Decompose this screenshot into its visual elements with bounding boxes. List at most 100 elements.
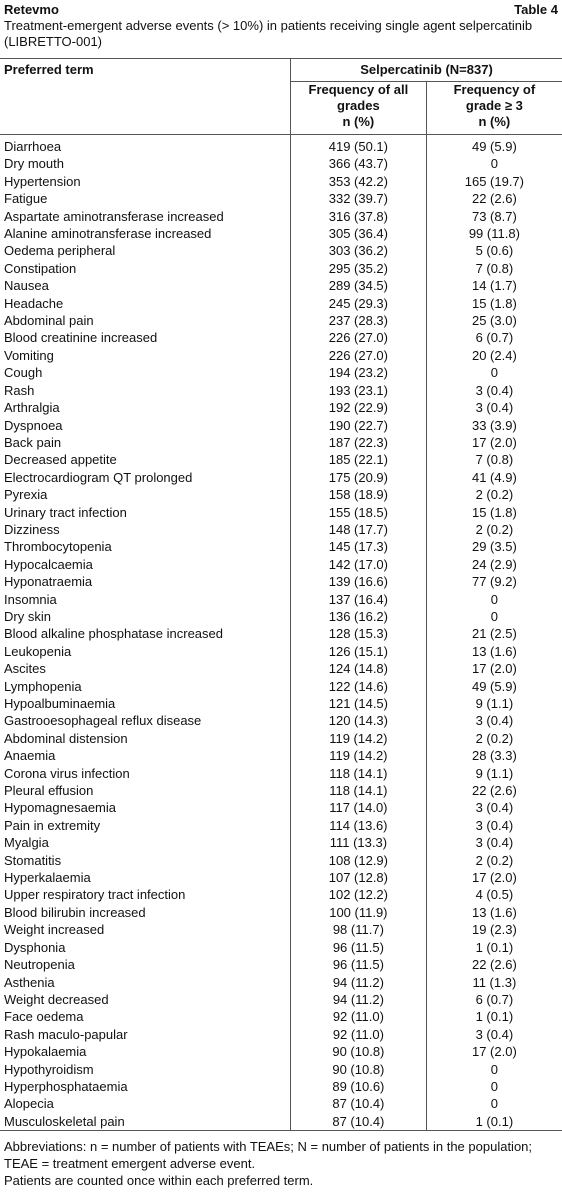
all-grades-cell: 102 (12.2) xyxy=(290,886,427,904)
all-grades-cell: 107 (12.8) xyxy=(290,869,427,887)
term-cell: Nausea xyxy=(4,278,49,294)
term-cell: Headache xyxy=(4,295,64,311)
table-row: Hyperkalaemia 107 (12.8) 17 (2.0) xyxy=(0,869,562,887)
table-row: Electrocardiogram QT prolonged 175 (20.9)… xyxy=(0,468,562,487)
table-row: Hyperphosphataemia 89 (10.6) 0 xyxy=(0,1077,562,1096)
grade3-cell: 1 (0.1) xyxy=(425,938,562,957)
table-row: Rash maculo-papular 92 (11.0) 3 (0.4) xyxy=(0,1025,562,1044)
table-row: Constipation 295 (35.2) 7 (0.8) xyxy=(0,259,562,278)
all-grades-cell: 87 (10.4) xyxy=(290,1112,427,1132)
table-row: Neutropenia 96 (11.5) 22 (2.6) xyxy=(0,956,562,974)
term-cell: Lymphopenia xyxy=(4,678,82,694)
term-cell: Hypertension xyxy=(4,173,81,189)
grade3-cell: 4 (0.5) xyxy=(425,886,562,904)
footnote: Patients are counted once within each pr… xyxy=(4,1173,314,1188)
grade3-cell: 3 (0.4) xyxy=(425,799,562,817)
all-grades-cell: 120 (14.3) xyxy=(290,712,427,730)
term-cell: Alanine aminotransferase increased xyxy=(4,226,212,242)
all-grades-cell: 190 (22.7) xyxy=(290,416,427,434)
table-row: Hypothyroidism 90 (10.8) 0 xyxy=(0,1060,562,1078)
term-cell: Rash maculo-papular xyxy=(4,1026,128,1042)
term-cell: Stomatitis xyxy=(4,852,62,868)
grade3-cell: 24 (2.9) xyxy=(425,555,562,574)
term-cell: Pain in extremity xyxy=(4,817,101,833)
term-cell: Hypoalbuminaemia xyxy=(4,696,116,711)
term-cell: Cough xyxy=(4,365,43,381)
grade3-cell: 3 (0.4) xyxy=(425,712,562,730)
grade3-cell: 99 (11.8) xyxy=(425,225,562,243)
table-row: Asthenia 94 (11.2) 11 (1.3) xyxy=(0,973,562,991)
all-grades-cell: 96 (11.5) xyxy=(290,938,427,957)
grade3-cell: 15 (1.8) xyxy=(425,294,562,313)
grade3-cell: 3 (0.4) xyxy=(425,399,562,417)
table-row: Dysphonia 96 (11.5) 1 (0.1) xyxy=(0,938,562,957)
grade3-cell: 73 (8.7) xyxy=(425,207,562,226)
term-cell: Diarrhoea xyxy=(4,139,62,154)
term-cell: Decreased appetite xyxy=(4,452,117,468)
grade3-cell: 5 (0.6) xyxy=(425,242,562,260)
table-row: Rash 193 (23.1) 3 (0.4) xyxy=(0,381,562,400)
table-row: Alanine aminotransferase increased 305 (3… xyxy=(0,225,562,243)
table-row: Diarrhoea 419 (50.1) 49 (5.9) xyxy=(0,134,562,156)
header-line: grade ≥ 3 xyxy=(465,98,523,113)
all-grades-cell: 118 (14.1) xyxy=(290,782,427,800)
grade3-cell: 9 (1.1) xyxy=(425,695,562,713)
grade3-cell: 6 (0.7) xyxy=(425,990,562,1009)
all-grades-cell: 316 (37.8) xyxy=(290,207,427,226)
all-grades-cell: 245 (29.3) xyxy=(290,294,427,313)
table-row: Hypocalcaemia 142 (17.0) 24 (2.9) xyxy=(0,555,562,574)
grade3-cell: 49 (5.9) xyxy=(425,677,562,695)
title: Retevmo xyxy=(4,2,59,17)
grade3-cell: 0 xyxy=(425,607,562,626)
all-grades-cell: 332 (39.7) xyxy=(290,190,427,208)
table-row: Dyspnoea 190 (22.7) 33 (3.9) xyxy=(0,416,562,434)
grade3-cell: 17 (2.0) xyxy=(425,869,562,887)
header-line: grades xyxy=(337,98,380,113)
table-label: Table 4 xyxy=(514,2,558,17)
term-cell: Fatigue xyxy=(4,191,48,207)
table-row: Hypoalbuminaemia 121 (14.5) 9 (1.1) xyxy=(0,695,562,713)
term-cell: Upper respiratory tract infection xyxy=(4,887,186,903)
table-row: Pleural effusion 118 (14.1) 22 (2.6) xyxy=(0,782,562,800)
all-grades-cell: 137 (16.4) xyxy=(290,590,427,608)
all-grades-cell: 139 (16.6) xyxy=(290,573,427,591)
table-row: Cough 194 (23.2) 0 xyxy=(0,364,562,382)
term-cell: Corona virus infection xyxy=(4,765,130,781)
all-grades-cell: 114 (13.6) xyxy=(290,816,427,835)
grade3-cell: 17 (2.0) xyxy=(425,433,562,452)
grade3-cell: 15 (1.8) xyxy=(425,503,562,521)
all-grades-cell: 148 (17.7) xyxy=(290,520,427,539)
grade3-cell: 25 (3.0) xyxy=(425,312,562,330)
table-row: Blood creatinine increased 226 (27.0) 6 (0… xyxy=(0,329,562,347)
grade3-cell: 2 (0.2) xyxy=(425,729,562,748)
table-row: Myalgia 111 (13.3) 3 (0.4) xyxy=(0,834,562,852)
term-cell: Dizziness xyxy=(4,521,60,537)
term-cell: Back pain xyxy=(4,434,62,450)
table-row: Pyrexia 158 (18.9) 2 (0.2) xyxy=(0,486,562,504)
header-line: n (%) xyxy=(478,114,511,129)
grade3-cell: 49 (5.9) xyxy=(425,134,562,156)
term-cell: Dyspnoea xyxy=(4,417,63,433)
table-row: Hypertension 353 (42.2) 165 (19.7) xyxy=(0,172,562,191)
all-grades-cell: 366 (43.7) xyxy=(290,155,427,173)
all-grades-cell: 419 (50.1) xyxy=(290,134,427,156)
table-row: Gastrooesophageal reflux disease 120 (14.… xyxy=(0,712,562,730)
term-cell: Hyperkalaemia xyxy=(4,870,91,886)
table-row: Upper respiratory tract infection 102 (12… xyxy=(0,886,562,904)
col-header: Frequency of all grades n (%) xyxy=(290,81,427,135)
grade3-cell: 3 (0.4) xyxy=(425,1025,562,1044)
all-grades-cell: 124 (14.8) xyxy=(290,660,427,678)
table-row: Alopecia 87 (10.4) 0 xyxy=(0,1095,562,1113)
grade3-cell: 28 (3.3) xyxy=(425,747,562,765)
grade3-cell: 6 (0.7) xyxy=(425,329,562,347)
all-grades-cell: 303 (36.2) xyxy=(290,242,427,260)
table-row: Arthralgia 192 (22.9) 3 (0.4) xyxy=(0,399,562,417)
term-cell: Myalgia xyxy=(4,835,49,851)
table-row: Blood alkaline phosphatase increased 128 … xyxy=(0,625,562,643)
grade3-cell: 0 xyxy=(425,1077,562,1096)
grade3-cell: 13 (1.6) xyxy=(425,903,562,922)
all-grades-cell: 126 (15.1) xyxy=(290,642,427,661)
all-grades-cell: 92 (11.0) xyxy=(290,1025,427,1044)
all-grades-cell: 94 (11.2) xyxy=(290,990,427,1009)
